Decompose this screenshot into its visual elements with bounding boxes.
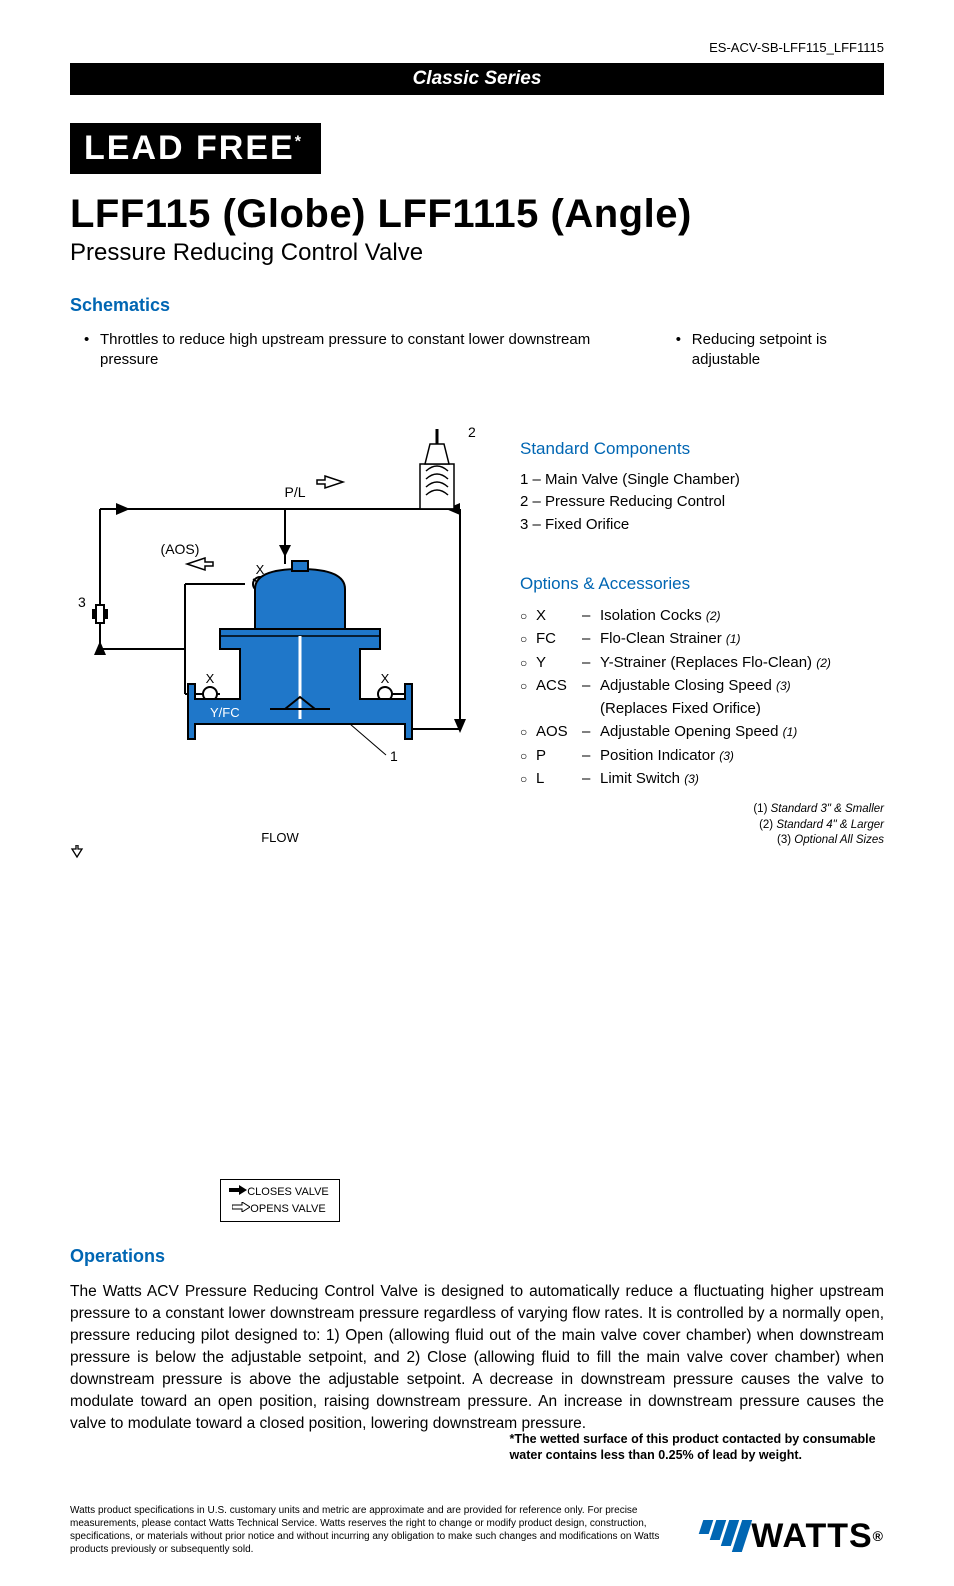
option-circle-icon [520, 744, 536, 767]
option-dash: – [582, 674, 600, 697]
lead-free-note: *The wetted surface of this product cont… [510, 1431, 884, 1464]
schematics-heading: Schematics [70, 295, 884, 316]
option-row: FC–Flo-Clean Strainer (1) [520, 627, 884, 650]
options-heading: Options & Accessories [520, 574, 884, 594]
legend-opens: OPENS VALVE [250, 1203, 325, 1215]
option-row: AOS–Adjustable Opening Speed (1) [520, 720, 884, 743]
schematic-diagram: 2 P/L (AOS) X 3 X X Y/FC 1 FLOW CLOSES V… [70, 389, 490, 1223]
std-item: 1 – Main Valve (Single Chamber) [520, 469, 884, 492]
series-bar: Classic Series [70, 63, 884, 95]
page-subtitle: Pressure Reducing Control Valve [70, 239, 884, 267]
option-code: FC [536, 627, 582, 650]
option-desc: Y-Strainer (Replaces Flo-Clean) (2) [600, 651, 884, 674]
label-x2: X [206, 671, 215, 686]
legend-closes: CLOSES VALVE [247, 1186, 329, 1198]
footnotes: (1) Standard 3" & Smaller(2) Standard 4"… [520, 802, 884, 849]
option-row: X–Isolation Cocks (2) [520, 604, 884, 627]
label-3: 3 [78, 594, 86, 610]
option-row-cont: (Replaces Fixed Orifice) [520, 697, 884, 720]
schematics-bullets: Throttles to reduce high upstream pressu… [70, 330, 884, 371]
footnote: (1) Standard 3" & Smaller [520, 802, 884, 818]
option-circle-icon [520, 720, 536, 743]
option-code: L [536, 767, 582, 790]
doc-id: ES-ACV-SB-LFF115_LFF1115 [70, 40, 884, 55]
std-item: 2 – Pressure Reducing Control [520, 491, 884, 514]
label-2: 2 [468, 424, 476, 440]
logo-text: WATTS [751, 1517, 872, 1556]
watts-logo: WATTS® [701, 1517, 884, 1556]
option-desc: Position Indicator (3) [600, 744, 884, 767]
option-code: X [536, 604, 582, 627]
option-code: P [536, 744, 582, 767]
disclaimer-text: Watts product specifications in U.S. cus… [70, 1504, 677, 1556]
option-dash: – [582, 767, 600, 790]
footnote: (2) Standard 4" & Larger [520, 818, 884, 834]
option-dash: – [582, 720, 600, 743]
option-desc: Limit Switch (3) [600, 767, 884, 790]
label-yfc: Y/FC [210, 705, 240, 720]
option-dash: – [582, 651, 600, 674]
option-desc: Adjustable Opening Speed (1) [600, 720, 884, 743]
bullet-right: Reducing setpoint is adjustable [692, 330, 884, 371]
label-aos: (AOS) [161, 541, 200, 557]
option-code: ACS [536, 674, 582, 697]
label-x1: X [256, 562, 265, 577]
operations-heading: Operations [70, 1246, 884, 1267]
option-dash: – [582, 604, 600, 627]
logo-bars-icon [701, 1520, 747, 1552]
label-1: 1 [390, 748, 398, 764]
lead-free-text: LEAD FREE [84, 129, 295, 167]
option-circle-icon [520, 604, 536, 627]
standard-components-heading: Standard Components [520, 439, 884, 459]
option-code: Y [536, 651, 582, 674]
option-dash: – [582, 627, 600, 650]
option-row: L–Limit Switch (3) [520, 767, 884, 790]
standard-components-list: 1 – Main Valve (Single Chamber) 2 – Pres… [520, 469, 884, 537]
std-item: 3 – Fixed Orifice [520, 514, 884, 537]
page-title: LFF115 (Globe) LFF1115 (Angle) [70, 192, 884, 237]
option-code: AOS [536, 720, 582, 743]
bullet-left: Throttles to reduce high upstream pressu… [100, 330, 612, 371]
option-circle-icon [520, 651, 536, 674]
lead-free-badge: LEAD FREE* [70, 123, 321, 174]
option-circle-icon [520, 627, 536, 650]
option-row: Y–Y-Strainer (Replaces Flo-Clean) (2) [520, 651, 884, 674]
flow-label: FLOW [70, 830, 490, 1172]
option-circle-icon [520, 674, 536, 697]
footnote: (3) Optional All Sizes [520, 833, 884, 849]
label-x3: X [381, 671, 390, 686]
lead-free-star: * [295, 134, 303, 151]
option-row: P–Position Indicator (3) [520, 744, 884, 767]
option-row: ACS–Adjustable Closing Speed (3) [520, 674, 884, 697]
option-desc: Isolation Cocks (2) [600, 604, 884, 627]
option-desc: Flo-Clean Strainer (1) [600, 627, 884, 650]
option-dash: – [582, 744, 600, 767]
option-circle-icon [520, 767, 536, 790]
label-pl: P/L [284, 484, 305, 500]
legend-box: CLOSES VALVE OPENS VALVE [220, 1179, 340, 1222]
operations-body: The Watts ACV Pressure Reducing Control … [70, 1281, 884, 1435]
options-list: X–Isolation Cocks (2)FC–Flo-Clean Strain… [520, 604, 884, 790]
option-desc: Adjustable Closing Speed (3) [600, 674, 884, 697]
